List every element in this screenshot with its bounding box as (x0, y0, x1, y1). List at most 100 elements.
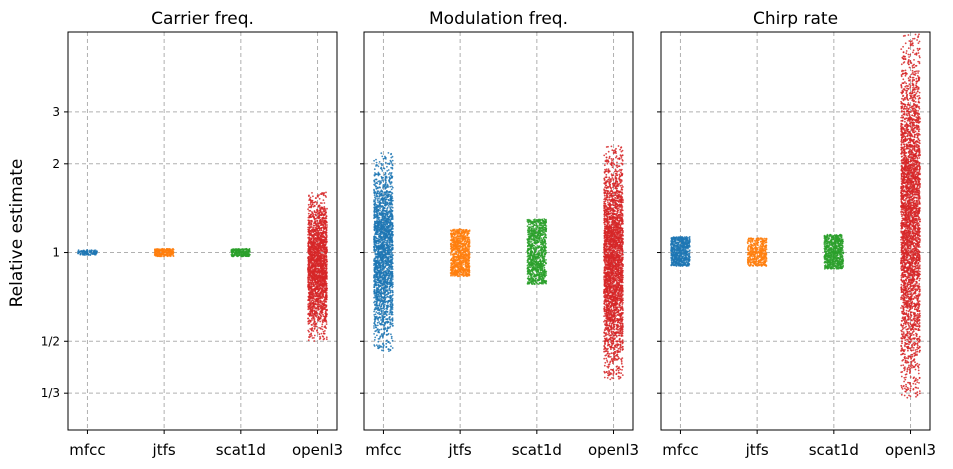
data-point (318, 197, 321, 200)
data-point (317, 246, 319, 248)
data-point (311, 294, 314, 297)
data-point (374, 304, 376, 307)
data-point (235, 254, 238, 256)
data-point (373, 224, 376, 226)
data-point (377, 242, 380, 245)
data-point (392, 218, 394, 220)
data-point (387, 193, 390, 196)
data-point (308, 231, 310, 234)
data-point (307, 281, 310, 284)
data-point (373, 217, 375, 220)
data-point (381, 228, 384, 231)
data-point (314, 274, 317, 277)
data-point (387, 292, 390, 294)
data-point (320, 249, 323, 252)
data-point (326, 287, 328, 289)
data-point (309, 203, 312, 206)
data-point (325, 236, 328, 238)
data-point (325, 196, 327, 198)
data-point (376, 273, 379, 275)
data-point (308, 260, 310, 263)
data-point (311, 314, 314, 317)
data-point (314, 197, 317, 200)
data-point (391, 303, 394, 305)
data-point (322, 308, 324, 311)
data-point (388, 317, 391, 319)
data-point (378, 197, 380, 200)
data-point (315, 307, 318, 310)
data-point (384, 223, 387, 226)
data-point (95, 252, 97, 255)
data-point (323, 291, 326, 293)
data-point (384, 239, 387, 242)
data-point (310, 277, 313, 280)
data-point (314, 251, 317, 254)
data-point (380, 271, 383, 274)
data-point (381, 226, 384, 229)
data-point (373, 286, 375, 288)
data-point (376, 221, 379, 224)
data-point (386, 241, 388, 244)
data-point (380, 166, 383, 169)
data-point (325, 217, 328, 220)
data-point (383, 283, 386, 285)
data-point (392, 324, 394, 327)
data-point (317, 247, 320, 250)
data-point (308, 226, 311, 229)
data-point (313, 288, 315, 290)
data-point (308, 284, 310, 286)
data-point (318, 205, 321, 207)
data-point (326, 313, 328, 316)
data-point (374, 257, 376, 260)
data-point (387, 318, 389, 320)
data-point (373, 203, 376, 206)
data-point (385, 289, 388, 291)
data-point (319, 277, 321, 280)
data-point (383, 333, 385, 335)
data-point (94, 249, 97, 252)
data-point (389, 245, 392, 248)
data-point (163, 251, 165, 253)
data-point (387, 239, 389, 242)
data-point (391, 291, 394, 294)
data-point (387, 169, 390, 171)
data-point (320, 261, 323, 264)
data-point (317, 316, 320, 318)
data-point (385, 300, 387, 303)
data-point (378, 309, 381, 311)
data-point (317, 298, 319, 301)
data-point (375, 240, 378, 242)
data-point (307, 295, 310, 298)
data-point (375, 284, 378, 286)
y-tick-label: 1/3 (41, 386, 60, 400)
data-point (322, 265, 325, 268)
data-point (322, 221, 325, 224)
data-point (377, 295, 379, 298)
data-point (379, 273, 382, 275)
data-point (391, 339, 394, 342)
data-point (381, 223, 384, 226)
data-point (388, 190, 390, 193)
data-point (311, 305, 314, 308)
data-point (85, 250, 88, 253)
data-point (154, 253, 157, 256)
data-point (388, 243, 391, 245)
data-point (319, 305, 322, 308)
data-point (390, 337, 393, 340)
data-point (310, 292, 313, 295)
x-tick-label: jtfs (152, 441, 176, 459)
data-point (379, 231, 382, 234)
data-point (318, 237, 321, 239)
panel-1: Carrier freq.mfcc jtfs scat1d openl31/31/21… (41, 9, 343, 459)
data-point (383, 221, 386, 224)
data-point (375, 161, 378, 164)
data-point (374, 292, 376, 295)
data-point (379, 225, 382, 227)
data-point (377, 347, 380, 350)
data-point (91, 252, 94, 255)
data-point (373, 183, 375, 186)
data-point (375, 244, 377, 247)
data-point (314, 213, 317, 216)
data-point (307, 243, 310, 246)
data-point (373, 262, 376, 265)
